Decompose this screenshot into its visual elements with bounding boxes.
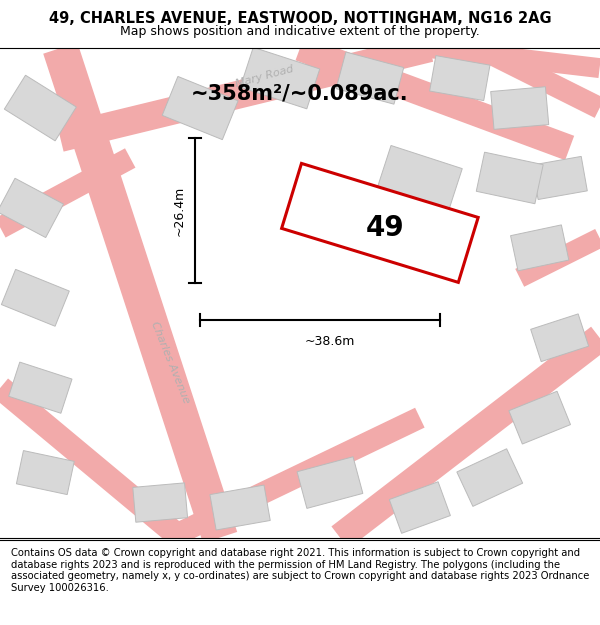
Text: Mary Road: Mary Road	[235, 64, 295, 89]
Polygon shape	[476, 152, 543, 204]
Text: ~26.4m: ~26.4m	[173, 185, 185, 236]
Text: 49: 49	[365, 214, 404, 242]
Polygon shape	[16, 451, 74, 494]
Polygon shape	[491, 87, 549, 129]
Polygon shape	[0, 379, 188, 547]
Polygon shape	[297, 457, 363, 508]
Polygon shape	[475, 38, 600, 118]
Polygon shape	[509, 391, 571, 444]
Polygon shape	[281, 163, 478, 282]
Polygon shape	[4, 75, 76, 141]
Polygon shape	[511, 225, 569, 271]
Polygon shape	[295, 36, 574, 160]
Polygon shape	[0, 148, 136, 238]
Polygon shape	[331, 327, 600, 549]
Text: ~38.6m: ~38.6m	[305, 335, 355, 348]
Polygon shape	[532, 156, 587, 199]
Polygon shape	[166, 408, 425, 548]
Polygon shape	[389, 482, 451, 533]
Text: Charles Avenue: Charles Avenue	[149, 320, 191, 405]
Text: 49, CHARLES AVENUE, EASTWOOD, NOTTINGHAM, NG16 2AG: 49, CHARLES AVENUE, EASTWOOD, NOTTINGHAM…	[49, 11, 551, 26]
Polygon shape	[162, 76, 238, 139]
Text: Contains OS data © Crown copyright and database right 2021. This information is : Contains OS data © Crown copyright and d…	[11, 548, 589, 592]
Polygon shape	[377, 146, 462, 211]
Polygon shape	[530, 314, 589, 362]
Polygon shape	[515, 229, 600, 287]
Polygon shape	[210, 485, 270, 530]
Polygon shape	[133, 483, 188, 522]
Polygon shape	[240, 48, 320, 109]
Polygon shape	[428, 38, 600, 78]
Text: ~358m²/~0.089ac.: ~358m²/~0.089ac.	[191, 83, 409, 103]
Text: Map shows position and indicative extent of the property.: Map shows position and indicative extent…	[120, 24, 480, 38]
Polygon shape	[1, 269, 70, 326]
Polygon shape	[43, 42, 237, 543]
Polygon shape	[0, 178, 64, 238]
Polygon shape	[8, 362, 72, 413]
Polygon shape	[430, 56, 490, 101]
Polygon shape	[57, 34, 433, 152]
Polygon shape	[336, 52, 404, 104]
Polygon shape	[457, 449, 523, 506]
